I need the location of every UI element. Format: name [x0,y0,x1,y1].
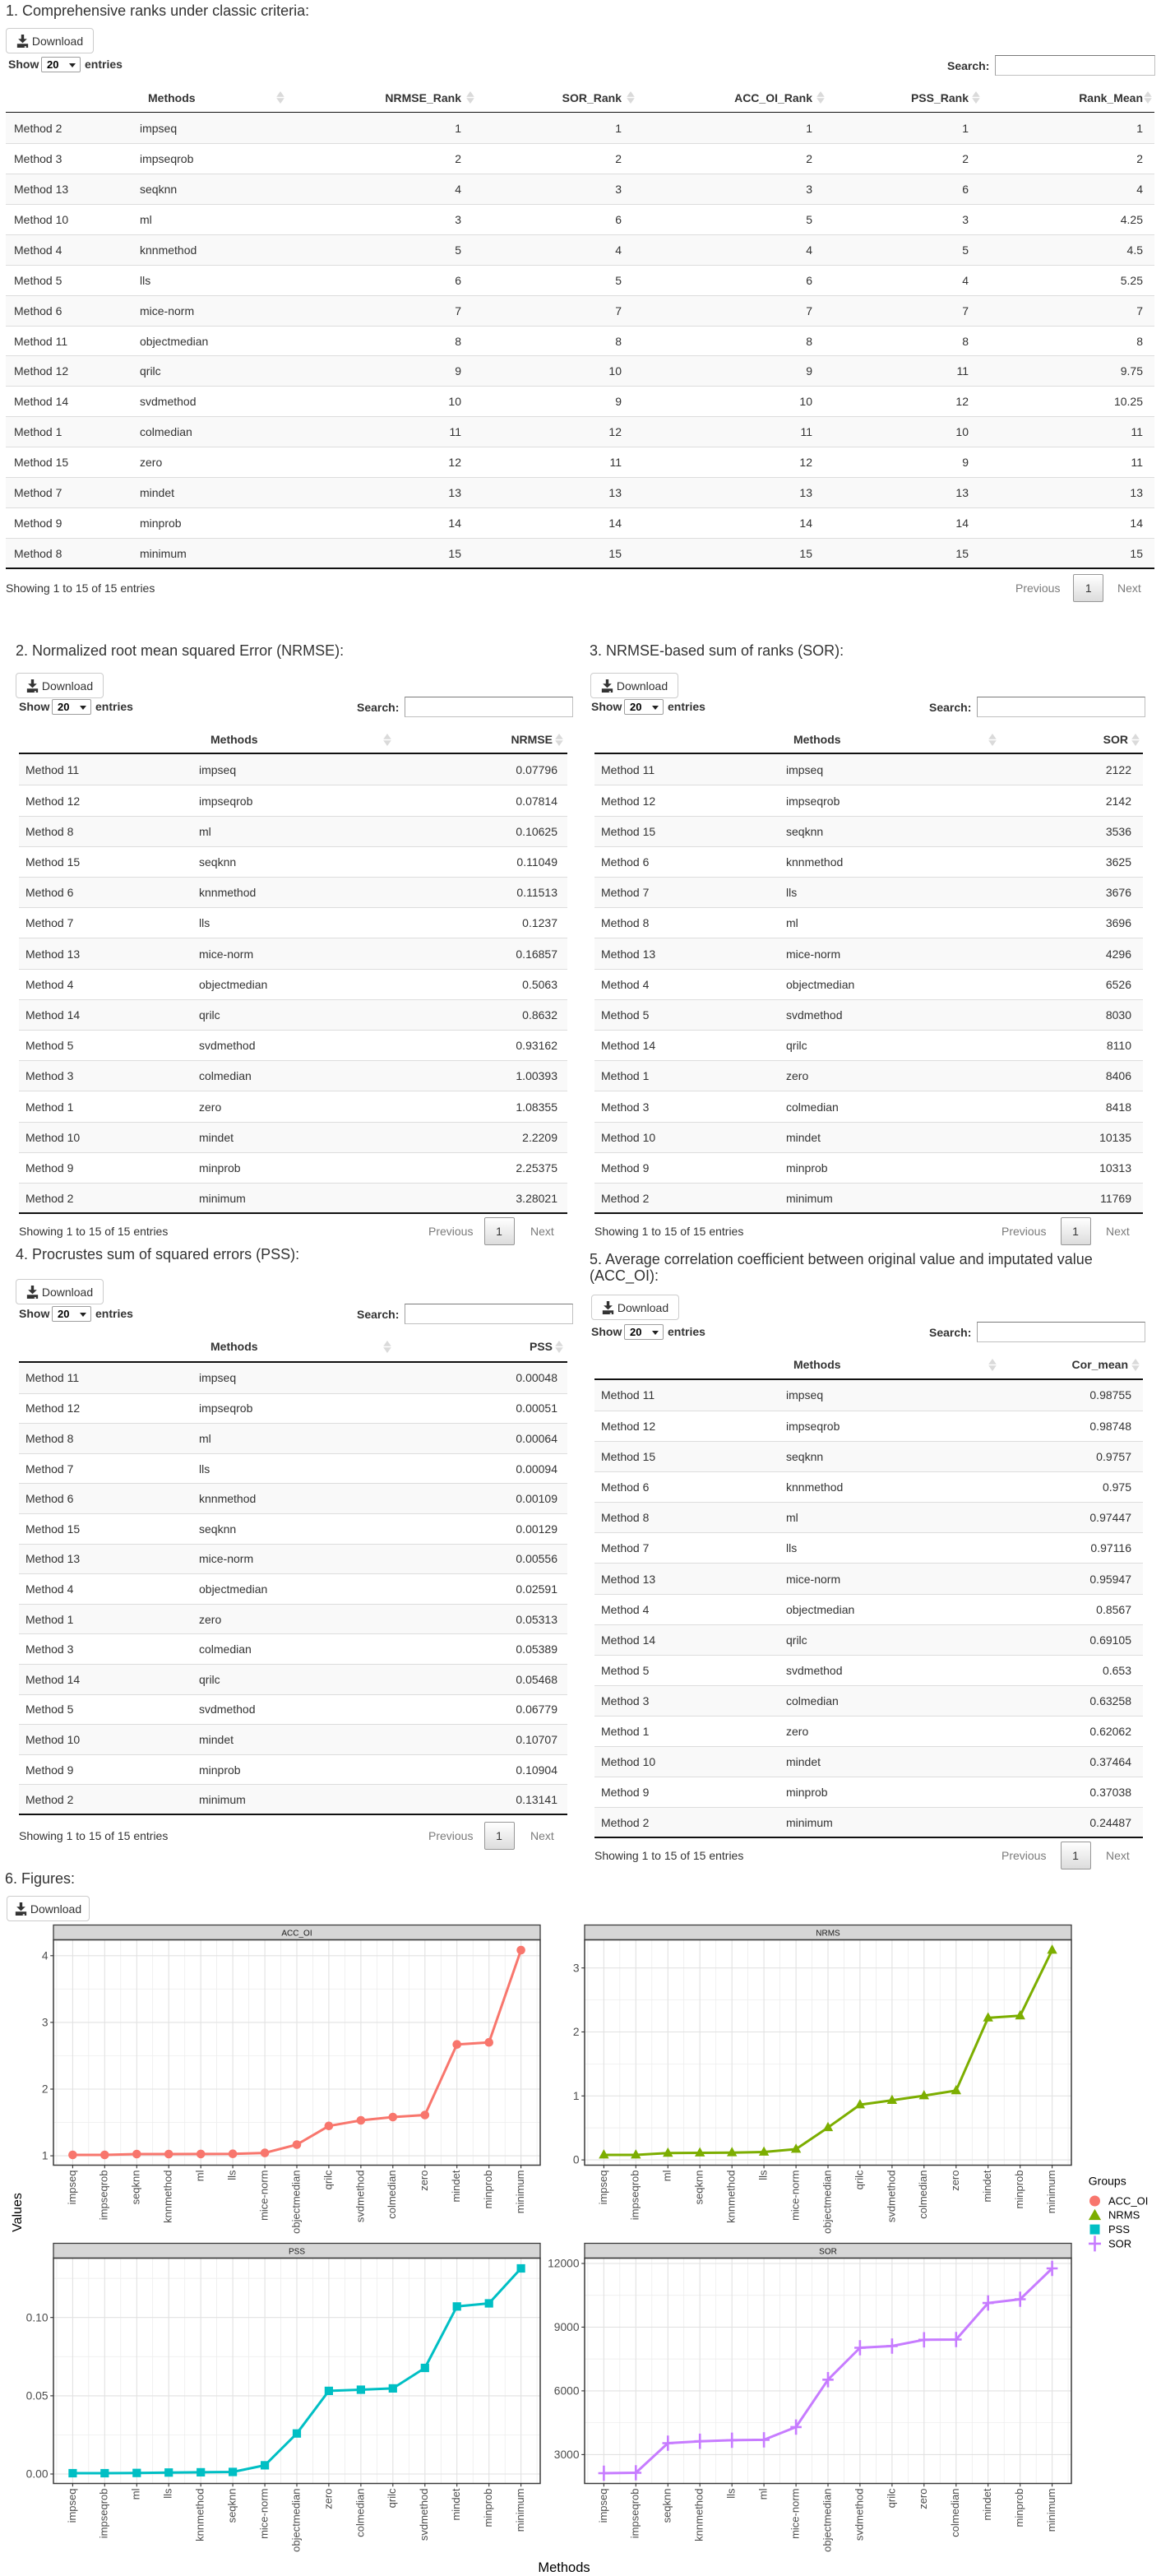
svg-text:mindet: mindet [981,2488,993,2520]
svg-text:impseq: impseq [597,2489,609,2523]
svg-text:svdmethod: svdmethod [418,2489,430,2541]
svg-text:mindet: mindet [981,2170,993,2202]
svg-text:Groups: Groups [1089,2174,1126,2187]
svg-text:qrilc: qrilc [321,2170,334,2189]
svg-text:mice-norm: mice-norm [258,2489,271,2539]
svg-text:6000: 6000 [554,2385,580,2398]
svg-text:colmedian: colmedian [386,2171,398,2219]
svg-text:ACC_OI: ACC_OI [1108,2194,1148,2207]
svg-text:colmedian: colmedian [354,2489,366,2537]
svg-text:lls: lls [226,2170,238,2180]
svg-text:ml: ml [130,2488,142,2500]
svg-text:svdmethod: svdmethod [354,2171,366,2223]
svg-text:objectmedian: objectmedian [289,2171,302,2234]
svg-text:ml: ml [661,2170,673,2181]
svg-text:PSS: PSS [1108,2223,1130,2235]
svg-text:impseqrob: impseqrob [98,2489,110,2539]
svg-text:minimum: minimum [1045,2489,1057,2532]
svg-text:impseq: impseq [597,2171,609,2205]
svg-text:Values: Values [11,2193,25,2232]
svg-text:seqknn: seqknn [693,2171,705,2205]
svg-text:0.00: 0.00 [26,2468,49,2481]
svg-text:minimum: minimum [514,2489,526,2532]
svg-text:NRMS: NRMS [1108,2209,1140,2222]
svg-text:minprob: minprob [482,2171,494,2209]
svg-text:1: 1 [573,2090,580,2102]
svg-text:minimum: minimum [514,2171,526,2214]
svg-text:mindet: mindet [450,2488,462,2520]
svg-text:mindet: mindet [450,2170,462,2202]
svg-text:minimum: minimum [1045,2171,1057,2214]
svg-text:Methods: Methods [538,2560,590,2575]
svg-text:ml: ml [194,2170,206,2181]
svg-text:1: 1 [42,2150,49,2162]
svg-text:impseq: impseq [66,2489,78,2523]
svg-text:mice-norm: mice-norm [789,2489,802,2539]
svg-text:seqknn: seqknn [226,2489,238,2523]
svg-text:ACC_OI: ACC_OI [281,1930,312,1939]
svg-text:knnmethod: knnmethod [162,2171,174,2223]
svg-text:seqknn: seqknn [661,2489,673,2523]
svg-text:lls: lls [162,2488,174,2499]
svg-text:seqknn: seqknn [130,2171,142,2205]
svg-text:3: 3 [42,2017,49,2029]
svg-text:0.05: 0.05 [26,2390,49,2402]
svg-text:impseq: impseq [66,2171,78,2205]
svg-text:svdmethod: svdmethod [885,2171,897,2223]
svg-text:knnmethod: knnmethod [693,2489,705,2541]
svg-text:2: 2 [42,2083,49,2096]
svg-text:colmedian: colmedian [949,2489,961,2537]
svg-text:NRMS: NRMS [816,1930,840,1939]
svg-text:knnmethod: knnmethod [194,2489,206,2541]
svg-text:0.10: 0.10 [26,2311,49,2323]
svg-text:objectmedian: objectmedian [821,2489,833,2552]
svg-text:2: 2 [573,2026,580,2038]
svg-text:12000: 12000 [548,2258,580,2270]
svg-text:minprob: minprob [482,2489,494,2527]
svg-text:zero: zero [917,2489,929,2509]
svg-text:9000: 9000 [554,2321,580,2333]
svg-text:mice-norm: mice-norm [789,2171,802,2221]
svg-text:3: 3 [573,1962,580,1974]
svg-text:knnmethod: knnmethod [725,2171,738,2223]
svg-text:qrilc: qrilc [885,2488,897,2508]
svg-text:colmedian: colmedian [917,2171,929,2219]
svg-text:zero: zero [321,2489,334,2509]
svg-text:qrilc: qrilc [386,2488,398,2508]
svg-text:PSS: PSS [289,2248,305,2257]
svg-text:3000: 3000 [554,2449,580,2461]
svg-text:mice-norm: mice-norm [258,2171,271,2221]
svg-text:zero: zero [949,2171,961,2191]
svg-text:lls: lls [725,2488,738,2499]
svg-text:objectmedian: objectmedian [289,2489,302,2552]
svg-text:4: 4 [42,1949,49,1962]
svg-text:svdmethod: svdmethod [853,2489,865,2541]
svg-text:minprob: minprob [1013,2171,1025,2209]
svg-text:impseqrob: impseqrob [629,2489,641,2539]
svg-text:impseqrob: impseqrob [98,2171,110,2221]
svg-text:SOR: SOR [1108,2237,1131,2249]
svg-text:impseqrob: impseqrob [629,2171,641,2221]
svg-text:SOR: SOR [819,2248,837,2257]
svg-text:objectmedian: objectmedian [821,2171,833,2234]
svg-text:qrilc: qrilc [853,2170,865,2189]
svg-text:lls: lls [757,2170,770,2180]
svg-text:minprob: minprob [1013,2489,1025,2527]
svg-text:zero: zero [418,2171,430,2191]
svg-text:0: 0 [573,2154,580,2166]
svg-text:ml: ml [757,2488,770,2500]
